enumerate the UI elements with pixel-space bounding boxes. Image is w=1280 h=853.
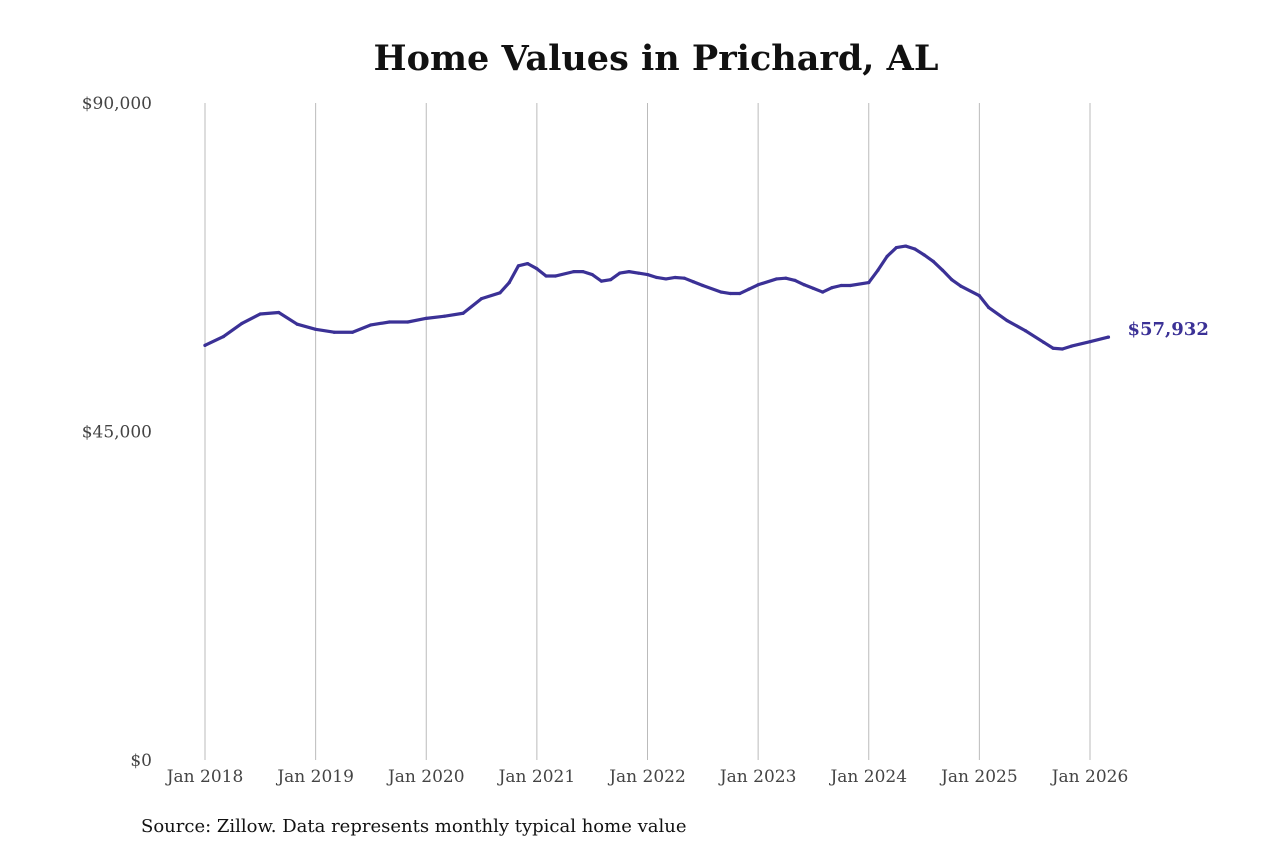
- x-tick-label-6: Jan 2024: [828, 767, 907, 787]
- x-tick-label-1: Jan 2019: [275, 767, 354, 787]
- data-point: [1069, 344, 1074, 348]
- data-point: [950, 278, 954, 282]
- source-note: Source: Zillow. Data represents monthly …: [141, 816, 687, 837]
- data-point: [959, 284, 963, 288]
- data-point: [931, 259, 935, 264]
- data-point: [728, 291, 733, 296]
- data-point: [1106, 335, 1111, 339]
- data-point: [350, 330, 355, 334]
- x-tick-label-7: Jan 2025: [939, 767, 1018, 787]
- data-point: [1005, 318, 1009, 323]
- data-point: [443, 314, 447, 318]
- data-point: [682, 276, 686, 280]
- data-point: [544, 274, 548, 278]
- data-point: [461, 311, 465, 315]
- data-point: [203, 343, 207, 347]
- data-point: [867, 280, 871, 285]
- data-point: [258, 312, 262, 316]
- x-tick-label-4: Jan 2022: [607, 767, 686, 787]
- data-point: [793, 278, 797, 282]
- data-point: [572, 270, 576, 274]
- data-point: [240, 321, 244, 326]
- x-tick-label-3: Jan 2021: [497, 767, 576, 787]
- end-value-label: $57,932: [1127, 319, 1208, 340]
- data-point: [821, 290, 825, 294]
- data-point: [940, 268, 945, 272]
- data-point: [479, 297, 484, 301]
- data-point: [516, 264, 521, 268]
- data-point: [295, 322, 299, 326]
- data-point: [599, 279, 604, 283]
- x-tick-label-5: Jan 2023: [718, 767, 797, 787]
- data-point: [498, 291, 502, 295]
- data-point: [655, 275, 659, 280]
- data-point: [876, 268, 880, 272]
- data-point: [387, 320, 391, 324]
- data-point: [535, 267, 539, 271]
- data-point: [609, 278, 613, 282]
- x-tick-label-8: Jan 2026: [1050, 767, 1129, 787]
- chart-title: Home Values in Prichard, AL: [373, 38, 939, 79]
- data-point: [1042, 340, 1046, 345]
- data-point: [904, 244, 908, 248]
- data-point: [738, 291, 742, 296]
- data-point: [526, 262, 530, 266]
- data-point: [719, 290, 723, 294]
- x-tick-label-2: Jan 2020: [386, 767, 465, 787]
- data-point: [221, 335, 226, 339]
- data-point: [406, 320, 410, 324]
- data-point: [590, 272, 594, 277]
- y-tick-label-2: $90,000: [82, 94, 152, 114]
- data-point: [756, 283, 760, 287]
- data-point: [1051, 346, 1055, 350]
- data-point: [701, 283, 705, 288]
- data-point: [747, 287, 751, 291]
- data-point: [636, 271, 640, 275]
- data-point: [811, 286, 816, 291]
- x-axis-ticks: Jan 2018 Jan 2019 Jan 2020 Jan 2021 Jan 2022…: [165, 767, 1129, 787]
- data-point: [986, 305, 991, 309]
- y-tick-label-1: $45,000: [82, 423, 152, 443]
- data-point: [1060, 347, 1064, 351]
- y-tick-label-0: $0: [130, 751, 152, 771]
- data-point: [553, 274, 557, 278]
- data-point: [507, 280, 511, 285]
- data-point: [691, 280, 696, 284]
- data-point: [784, 276, 788, 280]
- data-point: [894, 245, 899, 250]
- data-point: [645, 272, 650, 277]
- data-point: [839, 283, 843, 288]
- data-point: [618, 271, 622, 275]
- data-point: [664, 277, 668, 281]
- data-point: [332, 330, 336, 334]
- data-point: [922, 253, 926, 257]
- data-point: [314, 327, 318, 331]
- end-label-layer: $57,932: [1127, 319, 1208, 340]
- data-point: [913, 247, 917, 251]
- series-line-0: [203, 244, 1111, 351]
- data-point: [369, 323, 373, 327]
- series-layer: [203, 244, 1111, 351]
- x-tick-label-0: Jan 2018: [165, 767, 244, 787]
- data-point: [830, 286, 834, 290]
- y-axis-ticks: $0 $45,000 $90,000: [82, 94, 152, 771]
- data-point: [885, 254, 889, 258]
- data-point: [581, 270, 585, 274]
- data-point: [1088, 340, 1092, 344]
- data-point: [277, 310, 281, 315]
- grid-lines: [204, 103, 1091, 760]
- data-point: [977, 294, 981, 298]
- data-point: [774, 277, 779, 281]
- data-point: [848, 283, 852, 288]
- data-point: [802, 283, 806, 287]
- data-point: [627, 270, 631, 274]
- data-point: [1023, 329, 1028, 333]
- data-point: [673, 275, 677, 280]
- data-point: [424, 316, 428, 320]
